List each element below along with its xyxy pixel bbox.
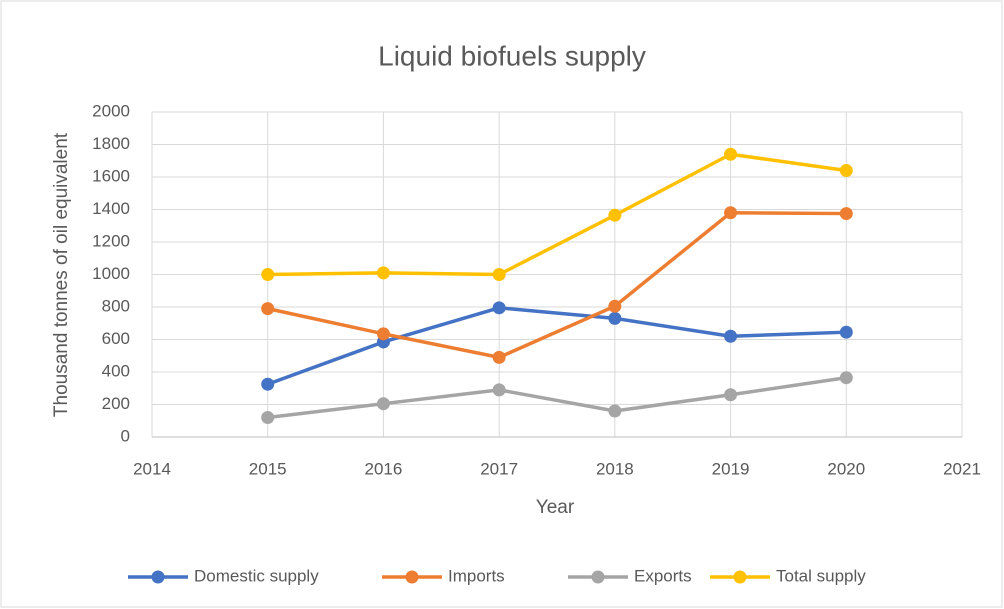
data-point [608,208,622,222]
y-tick-label: 1600 [92,166,130,185]
data-point [724,206,738,220]
legend-label: Exports [634,566,692,585]
data-point [839,371,853,385]
data-point [608,299,622,313]
data-point [492,268,506,281]
data-point [261,411,275,424]
x-tick-label: 2015 [249,459,287,478]
data-point [261,377,275,391]
legend-label: Imports [448,566,505,585]
y-tick-label: 200 [102,394,130,413]
data-point [261,268,275,281]
y-axis-label: Thousand tonnes of oil equivalent [51,132,72,417]
series-line [267,211,847,360]
legend-marker [151,570,165,584]
legend-label: Total supply [776,566,866,585]
x-tick-label: 2021 [943,459,981,478]
data-point [376,327,390,341]
y-tick-label: 0 [121,426,130,445]
data-point [608,404,622,418]
y-tick-label: 800 [102,296,130,315]
y-tick-label: 400 [102,361,130,380]
y-tick-label: 2000 [92,101,130,120]
x-tick-label: 2018 [596,459,634,478]
y-tick-label: 1800 [92,134,130,153]
x-tick-label: 2017 [480,459,518,478]
data-point [724,388,738,402]
x-tick-label: 2019 [712,459,750,478]
data-point [608,311,622,325]
data-point [492,350,506,364]
data-point [376,397,390,411]
x-tick-label: 2016 [365,459,403,478]
data-point [839,325,853,339]
y-tick-label: 600 [102,329,130,348]
data-point [724,147,738,161]
chart-title: Liquid biofuels supply [378,40,646,71]
data-point [839,207,853,221]
y-tick-label: 1000 [92,264,130,283]
legend-marker [405,570,419,584]
x-axis-label: Year [536,497,575,518]
data-point [839,164,853,177]
legend-label: Domestic supply [194,566,319,585]
series-line [267,152,847,277]
data-point [492,301,506,315]
data-point [724,329,738,343]
data-point [492,383,506,397]
x-tick-label: 2020 [827,459,865,478]
series-line [267,306,847,386]
legend-marker [591,570,605,584]
x-tick-label: 2014 [133,459,171,478]
y-tick-label: 1400 [92,199,130,218]
y-tick-label: 1200 [92,231,130,250]
series-line [267,375,847,420]
legend-marker [733,570,747,584]
data-point [376,266,390,280]
data-point [261,302,275,316]
